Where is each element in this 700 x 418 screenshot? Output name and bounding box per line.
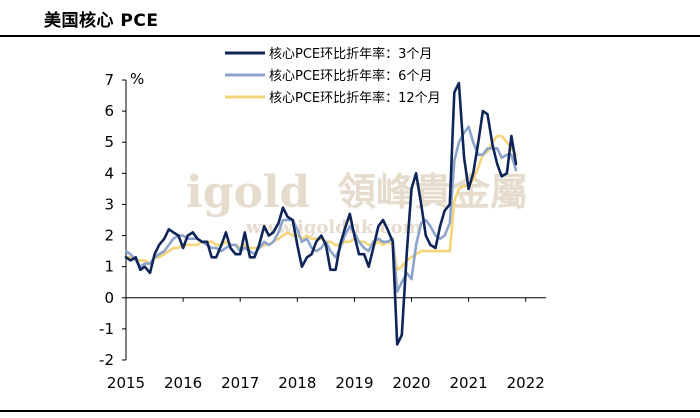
y-tick-label: 3	[104, 195, 114, 213]
series-layer	[124, 81, 518, 346]
watermark-brand: igold	[186, 167, 310, 218]
legend-label-1: 核心PCE环比折年率：3个月	[269, 46, 432, 62]
y-tick-label: -1	[99, 320, 114, 338]
y-tick-label: 4	[104, 164, 114, 182]
legend: 核心PCE环比折年率：3个月核心PCE环比折年率：6个月核心PCE环比折年率：1…	[225, 46, 441, 106]
x-tick-label: 2018	[278, 374, 316, 392]
y-tick-label: 0	[104, 289, 114, 307]
y-tick-label: 5	[104, 133, 114, 151]
x-tick-label: 2019	[335, 374, 373, 392]
series-line-2	[124, 125, 518, 293]
y-tick-label: 2	[104, 227, 114, 245]
x-tick-label: 2017	[221, 374, 259, 392]
x-tick-label: 2015	[107, 374, 145, 392]
legend-label-2: 核心PCE环比折年率：6个月	[269, 68, 432, 84]
legend-label-3: 核心PCE环比折年率：12个月	[269, 90, 441, 106]
y-tick-label: 1	[104, 258, 114, 276]
watermark-cn: 領峰貴金屬	[338, 169, 528, 214]
bottom-divider	[0, 410, 700, 412]
y-tick-label: 7	[104, 71, 114, 89]
x-tick-label: 2021	[450, 374, 488, 392]
y-tick-label: 6	[104, 102, 114, 120]
x-tick-label: 2022	[507, 374, 545, 392]
watermark: igold 領峰貴金屬 www.igoldhk.com	[186, 167, 528, 238]
y-axis-unit: %	[130, 70, 144, 88]
series-line-3	[124, 134, 518, 272]
axes: -2 -1 0 1 2 3 4 5 6 7 % 2015 2016 2017 2018 2019 2020 202…	[99, 70, 546, 392]
chart-title: 美国核心 PCE	[44, 11, 159, 31]
x-tick-label: 2016	[164, 374, 202, 392]
y-tick-label: -2	[99, 351, 114, 369]
top-divider	[0, 35, 700, 37]
x-tick-label: 2020	[392, 374, 430, 392]
series-line-1	[124, 81, 518, 346]
